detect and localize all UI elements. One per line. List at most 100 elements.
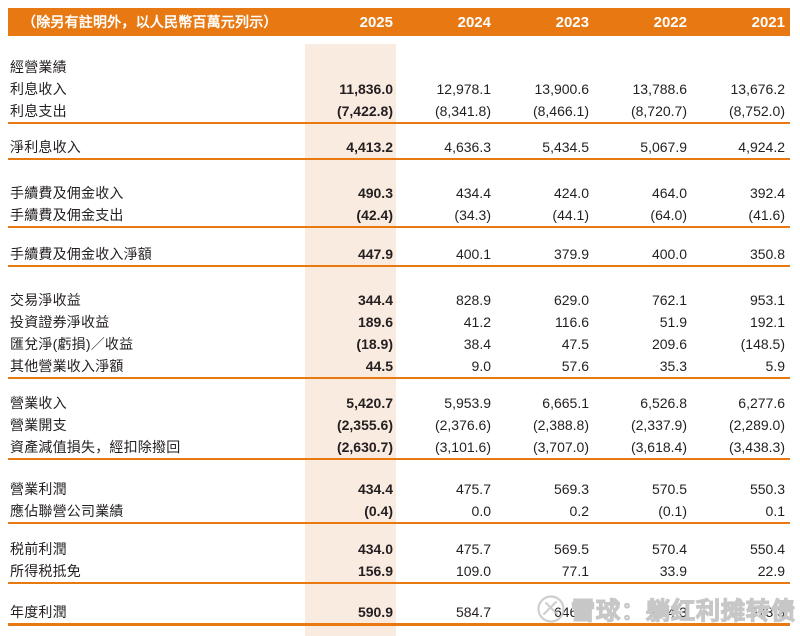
- value-cell-2024: 9.0: [471, 358, 491, 374]
- year-column-header: 2023: [555, 13, 589, 31]
- value-cell-2021: 392.4: [749, 185, 785, 201]
- value-cell-2025: (42.4): [356, 207, 393, 223]
- value-cell-2025: 434.4: [357, 481, 393, 497]
- value-cell-2024: 828.9: [455, 292, 491, 308]
- row-label: 營業利潤: [10, 481, 67, 497]
- year-column-header: 2021: [751, 13, 785, 31]
- current-year-column-highlight: [305, 44, 396, 636]
- value-cell-2023: 5,434.5: [542, 139, 589, 155]
- value-cell-2021: (2,289.0): [728, 417, 785, 433]
- value-cell-2021: (3,438.3): [728, 439, 785, 455]
- table-row: 應佔聯營公司業績 (0.4) 0.0 0.2 (0.1) 0.1: [0, 500, 800, 522]
- value-cell-2025: 434.0: [357, 541, 393, 557]
- value-cell-2021: 4,924.2: [738, 139, 785, 155]
- value-cell-2023: 569.5: [553, 541, 589, 557]
- year-headers: 2025 2024 2023 2022 2021: [295, 14, 785, 31]
- table-row: 手續費及佣金收入淨額 447.9 400.1 379.9 400.0 350.8: [0, 243, 800, 265]
- value-cell-2024: 38.4: [463, 336, 491, 352]
- row-label: 年度利潤: [10, 604, 67, 620]
- results-table-body: 經營業績 利息收入 11,836.0 12,978.1 13,900.6 13,788.6…: [0, 56, 800, 626]
- table-group: 營業收入 5,420.7 5,953.9 6,665.1 6,526.8 6,277.6 營…: [0, 392, 800, 460]
- value-cell-2022: (0.1): [658, 503, 687, 519]
- row-label: 利息支出: [10, 103, 67, 119]
- row-label: 營業收入: [10, 395, 67, 411]
- value-cell-2023: 424.0: [553, 185, 589, 201]
- units-note-label: （除另有註明外，以人民幣百萬元列示）: [22, 14, 278, 30]
- value-cell-2021: (41.6): [748, 207, 785, 223]
- value-cell-2022: 400.0: [651, 246, 687, 262]
- value-cell-2022: (3,618.4): [630, 439, 687, 455]
- value-cell-2023: 47.5: [561, 336, 589, 352]
- value-cell-2025: 344.4: [357, 292, 393, 308]
- table-header-bar: （除另有註明外，以人民幣百萬元列示） 2025 2024 2023 2022 2021: [8, 8, 790, 36]
- row-label: 税前利潤: [10, 541, 67, 557]
- value-cell-2022: 604.3: [651, 604, 687, 620]
- value-cell-2025: (0.4): [364, 503, 393, 519]
- row-label: 利息收入: [10, 81, 67, 97]
- financial-results-table-page: （除另有註明外，以人民幣百萬元列示） 2025 2024 2023 2022 2021 …: [0, 8, 800, 636]
- value-cell-2022: 33.9: [659, 563, 687, 579]
- value-cell-2021: (8,752.0): [728, 103, 785, 119]
- value-cell-2024: 109.0: [455, 563, 491, 579]
- value-cell-2025: 4,413.2: [346, 139, 393, 155]
- value-cell-2022: 6,526.8: [640, 395, 687, 411]
- value-cell-2025: 44.5: [365, 358, 393, 374]
- orange-rule: [8, 226, 790, 228]
- table-row: 手續費及佣金支出 (42.4) (34.3) (44.1) (64.0) (41.6): [0, 204, 800, 226]
- orange-rule: [8, 458, 790, 460]
- value-cell-2023: (3,707.0): [532, 439, 589, 455]
- row-label: 所得税抵免: [10, 563, 81, 579]
- value-cell-2022: 570.5: [651, 481, 687, 497]
- value-cell-2025: (18.9): [356, 336, 393, 352]
- table-row: 營業開支 (2,355.6) (2,376.6) (2,388.8) (2,337.9)…: [0, 414, 800, 436]
- year-column-header: 2024: [457, 13, 491, 31]
- value-cell-2024: (34.3): [454, 207, 491, 223]
- value-cell-2025: 11,836.0: [339, 81, 393, 97]
- orange-rule: [8, 522, 790, 524]
- value-cell-2023: 6,665.1: [542, 395, 589, 411]
- value-cell-2024: 584.7: [455, 604, 491, 620]
- value-cell-2025: (2,630.7): [336, 439, 393, 455]
- value-cell-2021: 192.1: [749, 314, 785, 330]
- row-label: 交易淨收益: [10, 292, 81, 308]
- table-group: 營業利潤 434.4 475.7 569.3 570.5 550.3 應佔聯營公司業績 (0.…: [0, 478, 800, 524]
- value-cell-2023: (44.1): [552, 207, 589, 223]
- table-row: 交易淨收益 344.4 828.9 629.0 762.1 953.1: [0, 289, 800, 311]
- table-row: 營業利潤 434.4 475.7 569.3 570.5 550.3: [0, 478, 800, 500]
- row-label: 手續費及佣金收入: [10, 185, 124, 201]
- section-title: 經營業績: [10, 59, 67, 75]
- value-cell-2024: 0.0: [471, 503, 491, 519]
- value-cell-2021: (148.5): [740, 336, 785, 352]
- value-cell-2024: 4,636.3: [444, 139, 491, 155]
- value-cell-2024: 434.4: [455, 185, 491, 201]
- value-cell-2022: 51.9: [659, 314, 687, 330]
- section-header-row: 經營業績: [0, 56, 800, 78]
- value-cell-2022: 5,067.9: [640, 139, 687, 155]
- table-row: 税前利潤 434.0 475.7 569.5 570.4 550.4: [0, 538, 800, 560]
- table-group: 手續費及佣金收入淨額 447.9 400.1 379.9 400.0 350.8: [0, 243, 800, 267]
- value-cell-2024: 41.2: [463, 314, 491, 330]
- value-cell-2023: 77.1: [561, 563, 589, 579]
- value-cell-2025: 156.9: [357, 563, 393, 579]
- table-group: 税前利潤 434.0 475.7 569.5 570.4 550.4 所得税抵免 156.9 1…: [0, 538, 800, 584]
- value-cell-2025: 590.9: [357, 604, 393, 620]
- value-cell-2023: 13,900.6: [534, 81, 590, 97]
- table-row: 年度利潤 590.9 584.7 646.6 604.3 573.3: [0, 601, 800, 623]
- table-row: 投資證券淨收益 189.6 41.2 116.6 51.9 192.1: [0, 311, 800, 333]
- table-row: 利息收入 11,836.0 12,978.1 13,900.6 13,788.6 13,6…: [0, 78, 800, 100]
- value-cell-2023: 629.0: [553, 292, 589, 308]
- table-row: 資產減值損失，經扣除撥回 (2,630.7) (3,101.6) (3,707.0) (…: [0, 436, 800, 458]
- value-cell-2024: 475.7: [455, 541, 491, 557]
- value-cell-2021: 350.8: [749, 246, 785, 262]
- value-cell-2025: 490.3: [357, 185, 393, 201]
- value-cell-2021: 13,676.2: [730, 81, 786, 97]
- value-cell-2021: 573.3: [749, 604, 785, 620]
- orange-rule: [8, 623, 790, 626]
- orange-rule: [8, 122, 790, 124]
- orange-rule: [8, 582, 790, 584]
- value-cell-2025: (7,422.8): [336, 103, 393, 119]
- table-row: 手續費及佣金收入 490.3 434.4 424.0 464.0 392.4: [0, 182, 800, 204]
- value-cell-2021: 550.4: [749, 541, 785, 557]
- value-cell-2024: 5,953.9: [444, 395, 491, 411]
- orange-rule: [8, 377, 790, 379]
